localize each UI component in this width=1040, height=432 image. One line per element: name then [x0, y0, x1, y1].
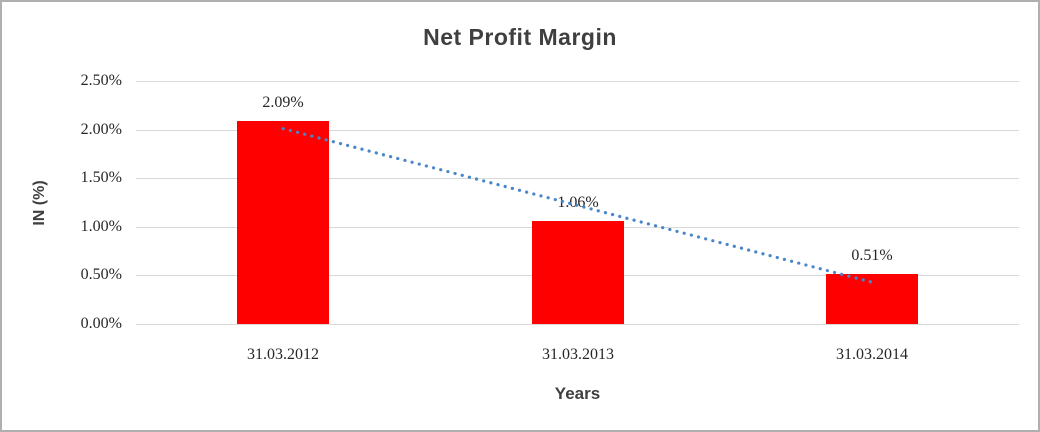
bar-31.03.2014	[826, 274, 918, 324]
bar-31.03.2012	[237, 121, 329, 324]
x-axis-title: Years	[554, 384, 601, 403]
bar-data-label: 2.09%	[262, 94, 304, 111]
category-label: 31.03.2012	[247, 346, 319, 363]
y-tick-label: 1.00%	[80, 218, 122, 235]
y-tick-label: 2.50%	[80, 72, 122, 89]
y-tick-label: 0.50%	[80, 266, 122, 283]
gridline	[136, 81, 1019, 82]
gridline	[136, 324, 1019, 325]
bar-31.03.2013	[532, 221, 624, 324]
chart-title: Net Profit Margin	[423, 24, 617, 50]
bar-data-label: 1.06%	[557, 194, 599, 211]
category-label: 31.03.2014	[836, 346, 908, 363]
y-tick-label: 2.00%	[80, 121, 122, 138]
y-tick-label: 1.50%	[80, 169, 122, 186]
bar-data-label: 0.51%	[851, 247, 893, 264]
category-label: 31.03.2013	[542, 346, 614, 363]
y-tick-label: 0.00%	[80, 315, 122, 332]
